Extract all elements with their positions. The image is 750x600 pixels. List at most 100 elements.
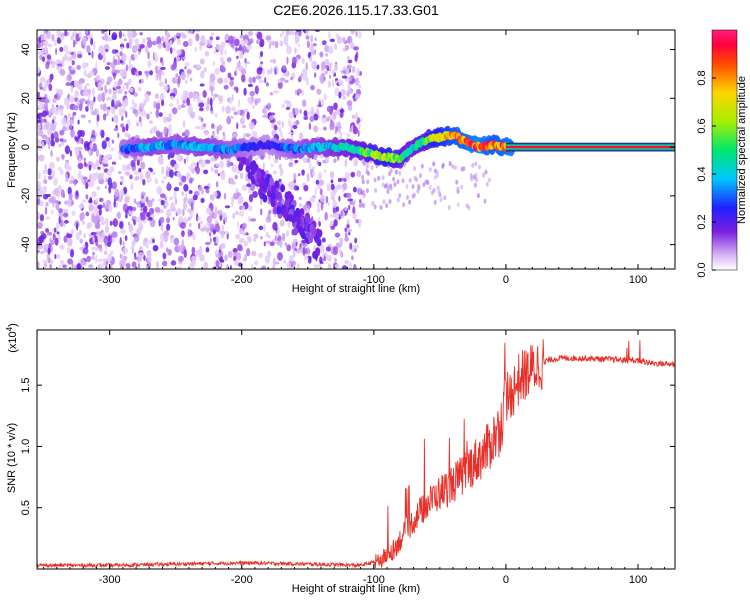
heatmap-speckle	[190, 260, 197, 266]
heatmap-speckle	[173, 47, 176, 52]
heatmap-streak	[280, 184, 286, 193]
colorbar-label: Normalized spectral amplitude	[736, 76, 748, 224]
heatmap-speckle	[139, 121, 143, 128]
heatmap-speckle	[348, 80, 355, 85]
heatmap-speckle	[273, 90, 279, 94]
heatmap-speckle	[40, 43, 43, 47]
heatmap-speckle	[293, 107, 299, 116]
heatmap-speckle	[198, 102, 205, 108]
heatmap-speckle	[62, 212, 69, 218]
heatmap-speckle	[303, 116, 309, 120]
x-tick-label: 0	[503, 574, 509, 586]
heatmap-speckle	[67, 112, 72, 119]
heatmap-speckle	[102, 155, 109, 164]
heatmap-speckle	[278, 156, 281, 161]
heatmap-speckle	[37, 147, 43, 151]
heatmap-speckle	[329, 170, 335, 179]
heatmap-speckle	[188, 208, 191, 215]
heatmap-speckle	[346, 55, 350, 60]
heatmap-speckle	[203, 169, 209, 175]
heatmap-speckle	[355, 219, 359, 224]
heatmap-speckle	[264, 255, 271, 264]
heatmap-speckle	[98, 236, 104, 243]
heatmap-speckle	[181, 230, 185, 237]
heatmap-speckle	[91, 87, 95, 97]
heatmap-speckle	[95, 132, 98, 137]
heatmap-speckle	[91, 191, 97, 198]
heatmap-speckle	[219, 56, 225, 63]
heatmap-speckle	[301, 169, 305, 176]
heatmap-speckle	[91, 129, 96, 136]
heatmap-speckle	[246, 111, 250, 120]
heatmap-speckle	[89, 100, 95, 106]
heatmap-speckle	[139, 43, 145, 49]
heatmap-speckle	[171, 107, 178, 115]
heatmap-speckle	[111, 32, 118, 41]
heatmap-speckle	[235, 233, 241, 240]
heatmap-speckle	[145, 170, 151, 179]
heatmap-speckle	[248, 76, 253, 84]
heatmap-speckle	[59, 138, 64, 142]
heatmap-speckle	[227, 72, 232, 79]
heatmap-speckle	[238, 210, 245, 217]
heatmap-speckle	[279, 239, 283, 249]
heatmap-speckle	[265, 35, 272, 41]
heatmap-speckle	[356, 68, 360, 77]
heatmap-speckle	[73, 264, 77, 269]
heatmap-speckle	[44, 125, 48, 131]
heatmap-streak	[241, 156, 247, 165]
heatmap-speckle	[151, 40, 157, 46]
heatmap-speckle	[121, 53, 127, 62]
heatmap-speckle	[127, 205, 133, 211]
heatmap-speckle	[291, 56, 297, 65]
heatmap-speckle	[53, 227, 57, 233]
heatmap-speckle	[306, 173, 310, 183]
heatmap-speckle	[333, 157, 337, 164]
heatmap-speckle	[139, 246, 143, 251]
heatmap-speckle	[334, 263, 340, 268]
heatmap-speckle	[353, 264, 357, 269]
heatmap-speckle	[266, 250, 272, 258]
heatmap-speckle	[237, 99, 241, 108]
heatmap-speckle	[186, 68, 192, 75]
heatmap-speckle	[83, 69, 87, 77]
heatmap-speckle	[487, 177, 491, 183]
heatmap-speckle	[59, 259, 65, 265]
heatmap-speckle	[205, 188, 210, 194]
heatmap-speckle	[61, 154, 64, 161]
y-tick-label: 20	[20, 92, 32, 104]
heatmap-speckle	[69, 56, 73, 62]
heatmap-speckle	[111, 161, 117, 165]
heatmap-speckle	[340, 251, 344, 258]
heatmap-speckle	[92, 134, 96, 139]
heatmap-speckle	[65, 176, 69, 183]
heatmap-speckle	[71, 210, 76, 217]
heatmap-speckle	[388, 199, 392, 205]
heatmap-speckle	[265, 240, 271, 244]
heatmap-speckle	[112, 218, 119, 228]
heatmap-speckle	[94, 172, 98, 176]
heatmap-speckle	[91, 255, 95, 261]
heatmap-speckle	[173, 186, 180, 192]
heatmap-speckle	[308, 111, 311, 116]
heatmap-speckle	[49, 264, 52, 269]
heatmap-speckle	[194, 125, 201, 130]
heatmap-speckle	[361, 159, 365, 165]
heatmap-speckle	[263, 223, 266, 232]
heatmap-speckle	[89, 173, 92, 180]
heatmap-speckle	[333, 63, 338, 72]
x-tick-label: -200	[231, 574, 253, 586]
heatmap-speckle	[40, 250, 45, 255]
heatmap-speckle	[235, 210, 239, 216]
heatmap-speckle	[47, 247, 51, 255]
heatmap-speckle	[455, 179, 459, 185]
heatmap-speckle	[249, 182, 256, 192]
heatmap-speckle	[51, 33, 55, 42]
heatmap-speckle	[408, 177, 412, 183]
heatmap-speckle	[288, 112, 294, 119]
heatmap-speckle	[176, 152, 180, 161]
heatmap-speckle	[361, 174, 365, 180]
heatmap-speckle	[131, 45, 138, 54]
heatmap-speckle	[247, 215, 252, 223]
heatmap-speckle	[158, 112, 163, 117]
